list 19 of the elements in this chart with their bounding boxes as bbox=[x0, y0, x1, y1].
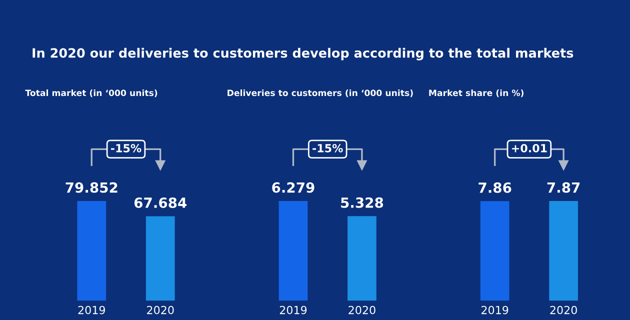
x-tick-label: 2020 bbox=[147, 306, 174, 314]
data-label: 7.87 bbox=[547, 182, 580, 193]
data-label: 5.328 bbox=[341, 197, 384, 208]
x-tick-label: 2020 bbox=[348, 306, 376, 314]
data-label: 79.852 bbox=[66, 182, 118, 193]
x-tick-label: 2019 bbox=[280, 306, 307, 314]
data-label: 6.279 bbox=[272, 182, 314, 193]
chart-title: Market share (in %) bbox=[429, 89, 524, 98]
x-tick-label: 2019 bbox=[482, 306, 508, 314]
x-tick-label: 2020 bbox=[550, 306, 577, 314]
chart-title: Deliveries to customers (in ‘000 units) bbox=[228, 89, 413, 98]
chart-title: Total market (in ‘000 units) bbox=[25, 89, 158, 98]
text: -15% bbox=[111, 144, 142, 152]
text: In 2020 our deliveries to customers develop according to the total markets bbox=[32, 48, 574, 60]
text: +0.01 bbox=[512, 144, 547, 152]
x-tick-label: 2019 bbox=[78, 306, 105, 314]
text: -15% bbox=[312, 144, 343, 152]
data-label: 67.684 bbox=[134, 197, 187, 208]
data-label: 7.86 bbox=[478, 182, 512, 193]
